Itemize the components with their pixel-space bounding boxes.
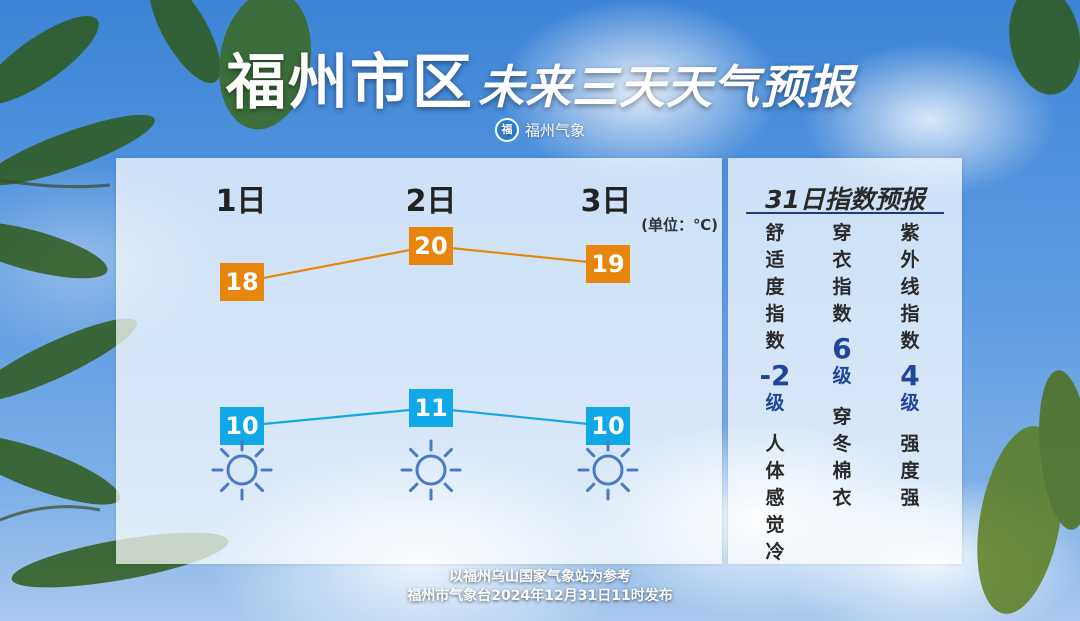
index-value: 6 [832,332,852,365]
index-name: 舒适度指数 [765,222,785,352]
logo-icon: 福 [494,118,519,142]
index-desc: 人体感觉冷 [765,433,785,563]
low-temp-box: 10 [586,407,630,445]
index-uv: 紫外线指数 4 级 强度 强 [890,220,930,512]
index-comfort: 舒适度指数 -2 级 人体感觉冷 [755,220,795,566]
page-title: 福州市区未来三天天气预报 [0,34,1080,121]
index-unit: 级 [765,392,785,414]
sun-icon [211,439,273,501]
sun-icon [577,439,639,501]
high-temp-box: 19 [586,245,630,283]
day-label: 1日 [215,184,267,219]
index-clothing: 穿衣指数 6 级 穿冬棉衣 [822,220,862,512]
index-unit: 级 [900,392,920,414]
index-value: -2 [759,359,791,392]
index-desc: 穿冬棉衣 [832,406,852,509]
title-main: 福州市区 [226,48,474,118]
low-temp-box: 11 [409,389,453,427]
footer-publish: 福州市气象台2024年12月31日11时发布 [407,588,673,604]
source-badge: 福福州气象 [0,118,1080,142]
forecast-panel: 1日 2日 3日 (单位：℃) 18 20 19 10 11 10 [116,158,722,564]
index-value: 4 [900,359,920,392]
index-unit: 级 [832,365,852,387]
title-sub: 未来三天天气预报 [478,60,854,114]
low-temp-box: 10 [220,407,264,445]
index-name: 穿衣指数 [832,222,852,325]
footer-reference: 以福州乌山国家气象站为参考 [449,569,631,585]
divider [746,212,944,214]
footer: 以福州乌山国家气象站为参考 福州市气象台2024年12月31日11时发布 [0,568,1080,606]
day-label: 3日 [580,184,632,219]
high-temp-box: 20 [409,227,453,265]
day-label: 2日 [405,184,457,219]
index-panel: 31日指数预报 舒适度指数 -2 级 人体感觉冷 穿衣指数 6 级 穿冬棉衣 紫… [728,158,962,564]
index-name: 紫外线指数 [900,222,920,352]
source-name: 福州气象 [524,121,585,140]
high-temp-box: 18 [220,263,264,301]
weather-icons [211,439,639,501]
index-title: 31日指数预报 [765,185,925,214]
index-desc: 强度 强 [900,433,920,509]
unit-label: (单位：℃) [641,216,718,234]
sun-icon [400,439,462,501]
